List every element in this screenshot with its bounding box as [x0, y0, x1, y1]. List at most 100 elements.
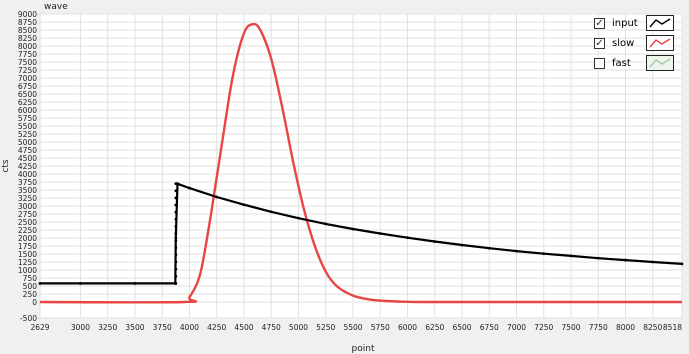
legend-line-sample: [649, 58, 671, 68]
series-input-point: [515, 249, 518, 253]
series-input-point: [174, 274, 178, 278]
y-tick-label: 5000: [18, 138, 37, 147]
series-input-point: [351, 227, 355, 231]
x-tick-label: 5000: [289, 323, 308, 332]
input-plot-style-swatch[interactable]: [646, 15, 674, 31]
legend-line-sample: [649, 38, 671, 48]
y-tick-label: 4250: [18, 162, 37, 171]
y-tick-label: -500: [20, 314, 37, 323]
series-input-point: [378, 232, 382, 235]
input-checkbox[interactable]: ✓: [594, 18, 605, 29]
legend: ✓ input ✓ slow fast: [590, 15, 682, 75]
series-input-point: [174, 267, 178, 271]
series-input-point: [269, 210, 273, 214]
series-input-point: [542, 252, 546, 256]
x-tick-label: 3750: [153, 323, 172, 332]
y-tick-label: 2500: [18, 218, 37, 227]
y-tick-label: 3750: [18, 178, 37, 187]
x-tick-label: 8250: [643, 323, 662, 332]
y-tick-label: 6250: [18, 98, 37, 107]
y-tick-label: 500: [23, 282, 38, 291]
y-tick-label: 8750: [18, 18, 37, 27]
y-axis-label: cts: [1, 159, 11, 172]
x-tick-label: 5750: [371, 323, 390, 332]
x-tick-label: 4250: [207, 323, 226, 332]
series-input-point: [651, 260, 655, 264]
x-tick-label: 4750: [262, 323, 281, 332]
slow-checkbox[interactable]: ✓: [594, 38, 605, 49]
series-input-point: [174, 246, 178, 250]
series-input-point: [79, 282, 82, 285]
x-tick-label: 7250: [534, 323, 553, 332]
x-tick-label: 8518: [663, 323, 682, 332]
y-tick-label: 8000: [18, 42, 37, 51]
series-input-point: [297, 216, 300, 220]
y-tick-label: 5750: [18, 114, 37, 123]
series-input-point: [133, 282, 137, 285]
x-tick-label: 8000: [616, 323, 635, 332]
x-tick-label: 7750: [589, 323, 608, 332]
x-tick-label: 4500: [234, 323, 253, 332]
y-tick-label: 3000: [18, 202, 37, 211]
y-tick-label: 5250: [18, 130, 37, 139]
series-input-point: [242, 203, 246, 207]
series-input-point: [487, 246, 491, 250]
x-tick-label: 6500: [452, 323, 471, 332]
y-tick-label: 2250: [18, 226, 37, 235]
series-input-point: [680, 262, 684, 266]
series-input-point: [624, 258, 627, 262]
y-tick-label: 3500: [18, 186, 37, 195]
series-input-point: [174, 217, 178, 221]
y-tick-labels: -500 025050075010001250150017502000225025…: [18, 10, 37, 323]
x-tick-label: 3000: [71, 323, 90, 332]
x-tick-labels: 2629 3000 3250 3500 3750 4000 4250 4500 4750 5000…: [30, 323, 682, 332]
x-tick-label: 6250: [425, 323, 444, 332]
y-tick-label: 1250: [18, 258, 37, 267]
legend-item-input[interactable]: ✓ input: [590, 15, 682, 35]
y-tick-label: 6500: [18, 90, 37, 99]
series-input-point: [174, 224, 178, 228]
y-tick-label: 9000: [18, 10, 37, 19]
series-input-point: [174, 232, 178, 235]
series-input-point: [174, 210, 178, 214]
y-tick-label: 4750: [18, 146, 37, 155]
legend-item-slow[interactable]: ✓ slow: [590, 35, 682, 55]
fast-plot-style-swatch[interactable]: [646, 55, 674, 71]
x-tick-label: 3500: [125, 323, 144, 332]
y-tick-label: 7750: [18, 50, 37, 59]
legend-item-fast[interactable]: fast: [590, 55, 682, 75]
series-input-point: [174, 260, 178, 264]
x-tick-label: 5500: [343, 323, 362, 332]
y-tick-label: 750: [23, 274, 38, 283]
series-input-point: [174, 236, 178, 240]
series-input-point: [324, 222, 328, 226]
series-input-point: [215, 195, 219, 199]
grid-lines: [39, 13, 683, 319]
x-tick-label: 3250: [98, 323, 117, 332]
y-tick-label: 7000: [18, 74, 37, 83]
y-tick-label: 2000: [18, 234, 37, 243]
series-input-point: [174, 196, 178, 200]
series-input-point: [188, 186, 191, 190]
legend-line-sample: [649, 18, 671, 28]
series-slow-line: [39, 22, 682, 304]
series-input-point: [433, 240, 437, 243]
series-input-point: [174, 253, 178, 257]
slow-plot-style-swatch[interactable]: [646, 35, 674, 51]
x-tick-label: 5250: [316, 323, 335, 332]
series-input-point: [460, 243, 464, 247]
y-tick-label: 0: [32, 298, 37, 307]
x-tick-label: 2629: [30, 323, 49, 332]
y-tick-label: 8250: [18, 34, 37, 43]
x-axis-label: point: [352, 344, 375, 354]
series-input-point: [174, 189, 178, 193]
fast-checkbox[interactable]: [594, 58, 605, 69]
y-tick-label: 6000: [18, 106, 37, 115]
y-tick-label: 5500: [18, 122, 37, 131]
y-tick-label: 2750: [18, 210, 37, 219]
legend-label-input: input: [612, 18, 638, 29]
series-layer: [38, 22, 684, 304]
series-input-point: [596, 256, 600, 260]
x-tick-label: 4000: [180, 323, 199, 332]
